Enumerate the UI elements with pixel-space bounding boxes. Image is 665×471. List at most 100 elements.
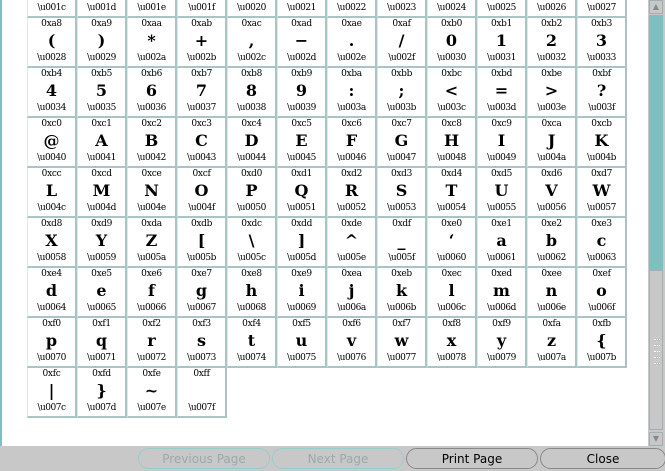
- vertical-scrollbar[interactable]: ▲ ▼: [648, 0, 665, 446]
- char-cell[interactable]: 0xc8 H \u0048: [427, 118, 477, 168]
- char-cell[interactable]: 0xe3 c \u0063: [577, 218, 627, 268]
- char-cell[interactable]: 0xee n \u006e: [527, 268, 577, 318]
- char-cell[interactable]: 0xd2 R \u0052: [327, 168, 377, 218]
- char-cell[interactable]: 0xf7 w \u0077: [377, 318, 427, 368]
- char-cell[interactable]: 0xca J \u004a: [527, 118, 577, 168]
- char-cell[interactable]: 0xc5 E \u0045: [277, 118, 327, 168]
- char-cell[interactable]: 0xf5 u \u0075: [277, 318, 327, 368]
- char-cell[interactable]: \u001e: [127, 0, 177, 18]
- char-cell[interactable]: \u0027: [577, 0, 627, 18]
- char-cell[interactable]: 0xc1 A \u0041: [77, 118, 127, 168]
- char-cell[interactable]: \u0022: [327, 0, 377, 18]
- char-cell[interactable]: 0xdc \ \u005c: [227, 218, 277, 268]
- char-cell[interactable]: 0xe4 d \u0064: [27, 268, 77, 318]
- char-cell[interactable]: 0xbc < \u003c: [427, 68, 477, 118]
- char-cell[interactable]: 0xd4 T \u0054: [427, 168, 477, 218]
- char-cell[interactable]: 0xfa z \u007a: [527, 318, 577, 368]
- char-cell[interactable]: 0xc4 D \u0044: [227, 118, 277, 168]
- char-cell[interactable]: 0xcc L \u004c: [27, 168, 77, 218]
- scrollbar-track[interactable]: [649, 15, 663, 270]
- char-cell[interactable]: 0xf0 p \u0070: [27, 318, 77, 368]
- char-cell[interactable]: 0xaf / \u002f: [377, 18, 427, 68]
- close-button[interactable]: Close: [540, 448, 665, 469]
- char-cell[interactable]: 0xc3 C \u0043: [177, 118, 227, 168]
- char-cell[interactable]: 0xe9 i \u0069: [277, 268, 327, 318]
- char-cell[interactable]: 0xf2 r \u0072: [127, 318, 177, 368]
- char-cell[interactable]: 0xb8 8 \u0038: [227, 68, 277, 118]
- char-cell[interactable]: 0xfe ~ \u007e: [127, 368, 177, 418]
- char-cell[interactable]: 0xe5 e \u0065: [77, 268, 127, 318]
- char-cell[interactable]: 0xbf? \u003f: [577, 68, 627, 118]
- char-cell[interactable]: 0xe6 f \u0066: [127, 268, 177, 318]
- char-cell[interactable]: \u0021: [277, 0, 327, 18]
- char-cell[interactable]: \u001d: [77, 0, 127, 18]
- char-cell[interactable]: 0xf4 t \u0074: [227, 318, 277, 368]
- char-cell[interactable]: 0xae. \u002e: [327, 18, 377, 68]
- char-cell[interactable]: 0xb2 2 \u0032: [527, 18, 577, 68]
- char-cell[interactable]: 0xf6 v \u0076: [327, 318, 377, 368]
- char-cell[interactable]: 0xd5 U \u0055: [477, 168, 527, 218]
- char-cell[interactable]: 0xbb; \u003b: [377, 68, 427, 118]
- previous-page-button[interactable]: Previous Page: [138, 448, 270, 469]
- char-cell[interactable]: 0xd8 X \u0058: [27, 218, 77, 268]
- scrollbar-thumb[interactable]: [649, 270, 663, 430]
- char-cell[interactable]: 0xe7 g \u0067: [177, 268, 227, 318]
- char-cell[interactable]: 0xd3 S \u0053: [377, 168, 427, 218]
- char-cell[interactable]: 0xdd] \u005d: [277, 218, 327, 268]
- char-cell[interactable]: 0xad − \u002d: [277, 18, 327, 68]
- char-cell[interactable]: 0xba: \u003a: [327, 68, 377, 118]
- scroll-down-arrow-icon[interactable]: ▼: [649, 432, 663, 446]
- char-cell[interactable]: 0xb6 6 \u0036: [127, 68, 177, 118]
- char-cell[interactable]: 0xd0 P \u0050: [227, 168, 277, 218]
- char-cell[interactable]: 0xce N \u004e: [127, 168, 177, 218]
- char-cell[interactable]: \u0026: [527, 0, 577, 18]
- char-cell[interactable]: 0xc6 F \u0046: [327, 118, 377, 168]
- char-cell[interactable]: 0xda Z \u005a: [127, 218, 177, 268]
- char-cell[interactable]: 0xb9 9 \u0039: [277, 68, 327, 118]
- char-cell[interactable]: 0xcf O \u004f: [177, 168, 227, 218]
- char-cell[interactable]: 0xe8 h \u0068: [227, 268, 277, 318]
- char-cell[interactable]: 0xc7 G \u0047: [377, 118, 427, 168]
- char-cell[interactable]: 0xa9) \u0029: [77, 18, 127, 68]
- char-cell[interactable]: 0xab + \u002b: [177, 18, 227, 68]
- char-cell[interactable]: 0xec l \u006c: [427, 268, 477, 318]
- char-cell[interactable]: 0xc0 @ \u0040: [27, 118, 77, 168]
- char-cell[interactable]: 0xd6 V \u0056: [527, 168, 577, 218]
- print-page-button[interactable]: Print Page: [406, 448, 538, 469]
- char-cell[interactable]: 0xdf _ \u005f: [377, 218, 427, 268]
- next-page-button[interactable]: Next Page: [272, 448, 404, 469]
- char-cell[interactable]: 0xbe > \u003e: [527, 68, 577, 118]
- scroll-up-arrow-icon[interactable]: ▲: [649, 0, 663, 14]
- char-cell[interactable]: \u001c: [27, 0, 77, 18]
- char-cell[interactable]: \u0024: [427, 0, 477, 18]
- char-cell[interactable]: 0xc2 B \u0042: [127, 118, 177, 168]
- char-cell[interactable]: 0xa8 (\u0028: [27, 18, 77, 68]
- char-cell[interactable]: 0xd1 Q \u0051: [277, 168, 327, 218]
- char-cell[interactable]: 0xeb k \u006b: [377, 268, 427, 318]
- char-cell[interactable]: 0xe1 a \u0061: [477, 218, 527, 268]
- char-cell[interactable]: 0xe0 ‘ \u0060: [427, 218, 477, 268]
- char-cell[interactable]: 0xb1 1 \u0031: [477, 18, 527, 68]
- char-cell[interactable]: 0xff \u007f: [177, 368, 227, 418]
- char-cell[interactable]: 0xd9 Y \u0059: [77, 218, 127, 268]
- char-cell[interactable]: 0xcd M \u004d: [77, 168, 127, 218]
- char-cell[interactable]: 0xbd = \u003d: [477, 68, 527, 118]
- char-cell[interactable]: 0xea j \u006a: [327, 268, 377, 318]
- char-cell[interactable]: 0xb0 0 \u0030: [427, 18, 477, 68]
- char-cell[interactable]: 0xde ^ \u005e: [327, 218, 377, 268]
- char-cell[interactable]: 0xc9 I \u0049: [477, 118, 527, 168]
- char-cell[interactable]: \u0025: [477, 0, 527, 18]
- char-cell[interactable]: \u001f: [177, 0, 227, 18]
- char-cell[interactable]: 0xaa * \u002a: [127, 18, 177, 68]
- char-cell[interactable]: \u0023: [377, 0, 427, 18]
- char-cell[interactable]: 0xf9 y \u0079: [477, 318, 527, 368]
- char-cell[interactable]: 0xfb {\u007b: [577, 318, 627, 368]
- char-cell[interactable]: 0xb3 3 \u0033: [577, 18, 627, 68]
- char-cell[interactable]: 0xef o \u006f: [577, 268, 627, 318]
- char-cell[interactable]: 0xb5 5 \u0035: [77, 68, 127, 118]
- char-cell[interactable]: 0xb7 7 \u0037: [177, 68, 227, 118]
- char-cell[interactable]: 0xdb [\u005b: [177, 218, 227, 268]
- char-cell[interactable]: 0xf3 s \u0073: [177, 318, 227, 368]
- char-cell[interactable]: 0xd7 W \u0057: [577, 168, 627, 218]
- char-cell[interactable]: 0xb4 4 \u0034: [27, 68, 77, 118]
